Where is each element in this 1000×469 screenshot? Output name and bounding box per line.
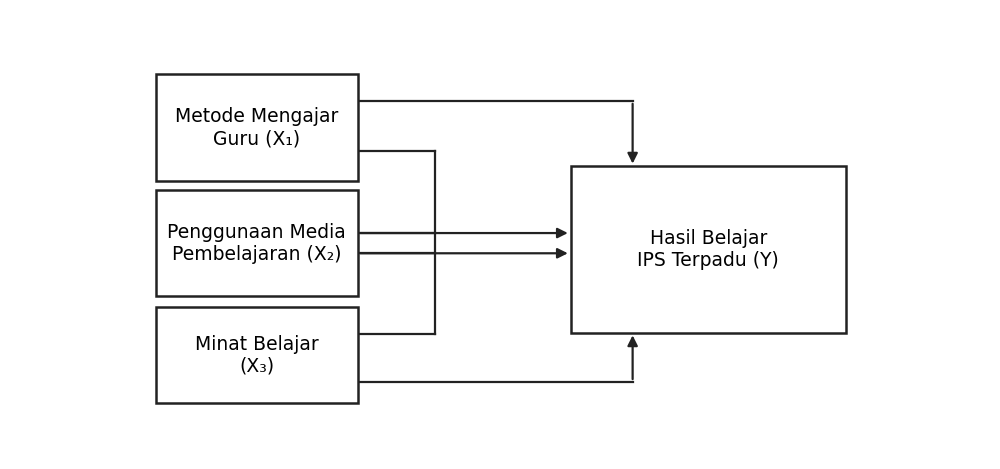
FancyBboxPatch shape <box>156 75 358 181</box>
FancyBboxPatch shape <box>571 166 846 333</box>
Text: Hasil Belajar
IPS Terpadu (Y): Hasil Belajar IPS Terpadu (Y) <box>637 229 779 270</box>
FancyBboxPatch shape <box>156 190 358 296</box>
Text: Minat Belajar
(X₃): Minat Belajar (X₃) <box>195 334 319 376</box>
Text: Penggunaan Media
Pembelajaran (X₂): Penggunaan Media Pembelajaran (X₂) <box>167 223 346 264</box>
FancyBboxPatch shape <box>156 307 358 403</box>
Text: Metode Mengajar
Guru (X₁): Metode Mengajar Guru (X₁) <box>175 107 338 148</box>
